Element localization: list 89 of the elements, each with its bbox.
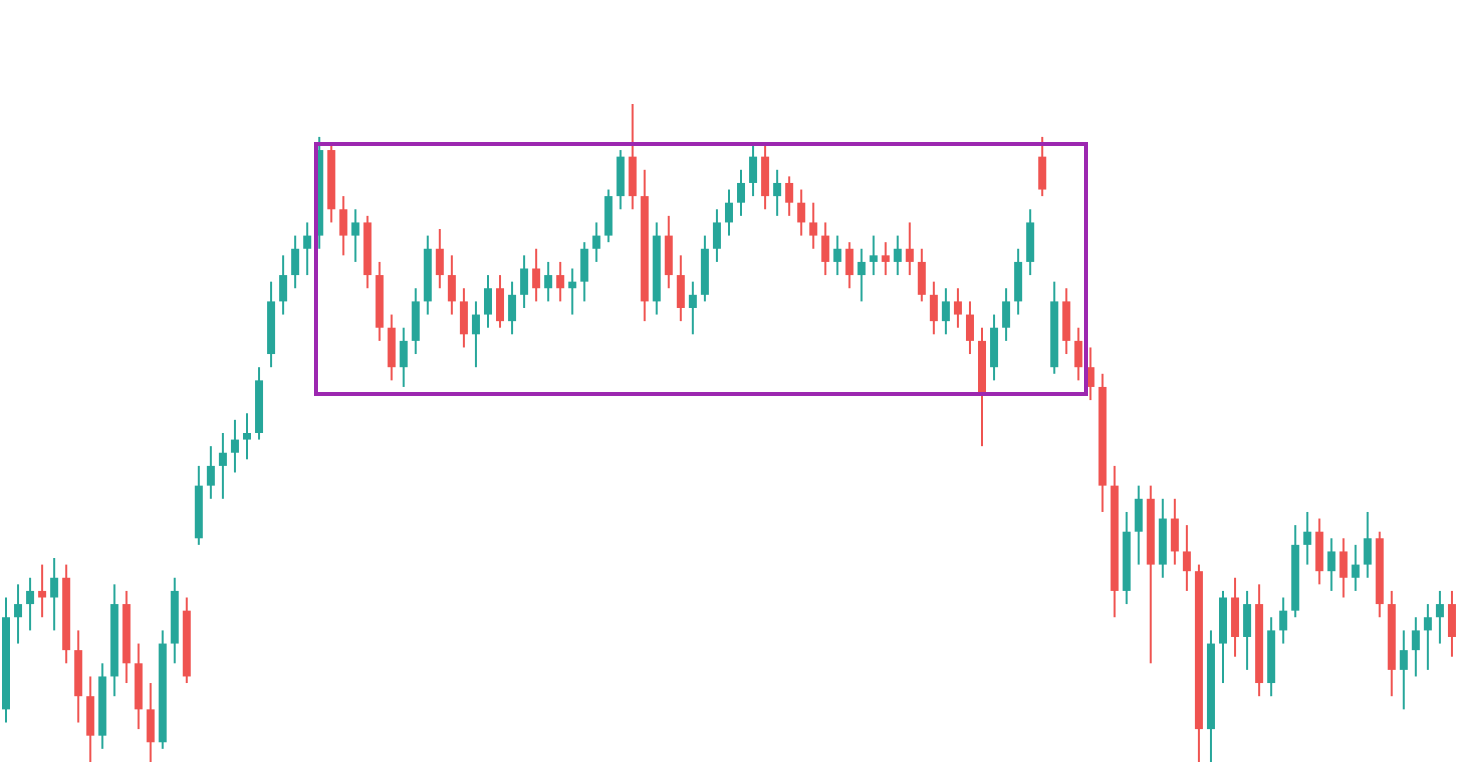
- candlestick: [1411, 616, 1420, 678]
- candlestick: [556, 260, 565, 303]
- candlestick: [483, 274, 492, 329]
- candlestick: [279, 254, 288, 316]
- candlestick: [1447, 589, 1456, 658]
- candlestick: [965, 300, 974, 356]
- candlestick: [411, 287, 420, 356]
- candlestick: [1038, 135, 1047, 198]
- candlestick: [917, 247, 926, 303]
- candlestick: [761, 142, 770, 211]
- candlestick: [1219, 589, 1228, 685]
- candlestick: [86, 675, 95, 762]
- candlestick: [1002, 287, 1011, 342]
- candlestick: [724, 188, 733, 237]
- candlestick: [134, 642, 143, 731]
- candlestick: [146, 682, 155, 762]
- candlestick: [857, 247, 866, 303]
- candlestick: [339, 195, 348, 257]
- candlestick: [592, 221, 601, 263]
- candlestick: [1327, 537, 1336, 592]
- candlestick: [206, 445, 215, 500]
- candlestick: [1062, 287, 1071, 356]
- candlestick: [544, 260, 553, 303]
- candlestick: [941, 287, 950, 336]
- candlestick: [628, 104, 637, 211]
- candlestick: [1231, 576, 1240, 658]
- candlestick: [1279, 596, 1288, 645]
- candlestick: [785, 175, 794, 217]
- candlestick: [496, 274, 505, 329]
- candlestick: [821, 221, 830, 277]
- candlestick: [230, 418, 239, 474]
- candlestick: [14, 583, 23, 645]
- candlestick: [1423, 603, 1432, 671]
- candlestick: [1026, 208, 1035, 277]
- candlestick: [1435, 589, 1444, 645]
- candlestick: [797, 188, 806, 237]
- candlestick: [700, 234, 709, 303]
- candlestick: [1351, 543, 1360, 592]
- candlestick: [1243, 589, 1252, 671]
- candlestick: [351, 208, 360, 263]
- candlestick: [580, 241, 589, 303]
- candlestick: [833, 234, 842, 277]
- candlestick: [869, 234, 878, 277]
- candlestick: [881, 241, 890, 277]
- candlestick: [50, 557, 59, 632]
- candlestick: [387, 313, 396, 382]
- candlestick: [845, 241, 854, 290]
- candlestick: [1339, 537, 1348, 599]
- candlestick: [399, 326, 408, 388]
- candlestick: [929, 280, 938, 336]
- candlestick: [1363, 510, 1372, 579]
- candlestick: [749, 142, 758, 198]
- candlestick: [990, 313, 999, 382]
- candlestick: [688, 280, 697, 336]
- candlestick: [218, 432, 227, 500]
- candlestick: [508, 280, 517, 336]
- candlestick: [953, 287, 962, 329]
- candlestick: [520, 254, 529, 309]
- candlestick: [26, 576, 35, 632]
- candlestick: [676, 254, 685, 323]
- candlestick: [1074, 326, 1083, 382]
- candlestick: [532, 247, 541, 303]
- candlestick: [242, 412, 251, 461]
- candlestick: [471, 300, 480, 369]
- candlestick: [773, 168, 782, 217]
- candlestick: [435, 228, 444, 290]
- candlestick: [303, 221, 312, 277]
- candlestick: [905, 221, 914, 277]
- candlestick: [459, 287, 468, 349]
- candlestick: [74, 629, 83, 724]
- candlestick: [712, 208, 721, 263]
- candlestick: [1399, 629, 1408, 711]
- candlestick: [664, 214, 673, 290]
- candlestick: [616, 149, 625, 211]
- candlestick: [291, 234, 300, 290]
- candlestick: [809, 201, 818, 250]
- candlestick: [1315, 517, 1324, 586]
- candlestick: [1303, 510, 1312, 566]
- candlestick: [568, 267, 577, 316]
- candlestick: [1014, 247, 1023, 316]
- candlestick: [1170, 497, 1179, 566]
- candlestick: [447, 254, 456, 316]
- candlestick: [737, 168, 746, 217]
- candlestick: [1182, 524, 1191, 592]
- candlestick: [38, 563, 47, 619]
- candlestick: [1134, 484, 1143, 566]
- candlestick: [604, 188, 613, 244]
- candlestick: [1158, 497, 1167, 579]
- candlestick: [893, 234, 902, 277]
